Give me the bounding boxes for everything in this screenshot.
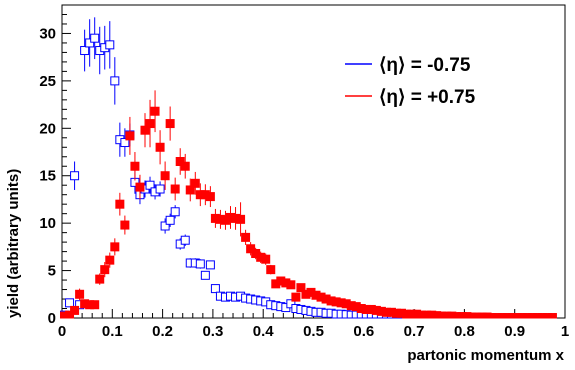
y-tick-label: 5 [48, 263, 56, 280]
data-point [105, 255, 115, 265]
x-tick-label: 0.4 [253, 323, 275, 340]
data-point [155, 184, 165, 194]
x-tick-label: 0.8 [454, 323, 475, 340]
y-tick-label: 20 [39, 120, 56, 137]
data-point [266, 265, 276, 275]
data-point [236, 214, 246, 224]
y-tick-labels: 0 5 10 15 20 25 30 [39, 25, 56, 327]
y-tick-label: 25 [39, 73, 56, 90]
data-point [70, 171, 80, 181]
data-point [200, 270, 210, 280]
x-tick-label: 0.2 [152, 323, 173, 340]
y-tick-label: 10 [39, 215, 56, 232]
data-point [205, 260, 215, 270]
data-point [286, 299, 296, 309]
x-axis-title: partonic momentum x [407, 347, 564, 364]
data-point [286, 280, 296, 290]
data-point [296, 283, 306, 293]
data-point [180, 235, 190, 245]
data-point [241, 232, 251, 242]
y-tick-label: 30 [39, 25, 56, 42]
legend: ⟨η⟩ = -0.75 ⟨η⟩ = +0.75 [345, 55, 476, 108]
data-point [170, 184, 180, 194]
x-tick-label: 0.9 [504, 323, 525, 340]
data-point [547, 313, 557, 319]
data-point [145, 119, 155, 129]
data-point [165, 215, 175, 225]
data-point [150, 106, 160, 116]
data-point [130, 161, 140, 171]
data-point [65, 298, 75, 308]
data-point [100, 265, 110, 275]
data-point [70, 305, 80, 315]
data-point [90, 300, 100, 310]
data-point [145, 180, 155, 190]
data-point [175, 157, 185, 166]
data-point [95, 274, 105, 284]
data-point [261, 254, 271, 264]
data-point [85, 38, 95, 48]
legend-label-red: ⟨η⟩ = +0.75 [379, 87, 476, 108]
data-point [110, 242, 120, 252]
x-tick-label: 0.5 [303, 323, 324, 340]
data-point [210, 284, 220, 294]
data-point [160, 221, 170, 231]
plot-frame [61, 4, 566, 319]
data-point [165, 119, 175, 129]
data-point [115, 199, 125, 209]
data-point [140, 125, 150, 135]
data-point [75, 289, 85, 299]
data-point [246, 244, 256, 254]
data-point [90, 33, 100, 43]
data-point [160, 171, 170, 181]
data-series [60, 17, 557, 319]
data-point [190, 178, 200, 188]
data-point [170, 207, 180, 217]
x-tick-label: 0.1 [102, 323, 123, 340]
data-point [291, 292, 301, 302]
axis-ticks [61, 4, 566, 319]
x-tick-label: 0.6 [353, 323, 374, 340]
y-axis-title: yield (arbitrary units) [5, 169, 22, 318]
data-point [120, 138, 130, 148]
data-point [185, 185, 195, 195]
data-point [195, 259, 205, 269]
series-eta-plus [60, 90, 557, 319]
data-point [125, 131, 135, 141]
data-point [135, 182, 145, 192]
x-tick-label: 1 [561, 323, 569, 340]
x-tick-label: 0 [58, 323, 66, 340]
data-point [105, 40, 115, 50]
data-point [155, 142, 165, 152]
data-point [180, 161, 190, 171]
data-point [205, 192, 215, 202]
legend-label-blue: ⟨η⟩ = -0.75 [379, 55, 471, 76]
y-tick-label: 0 [48, 310, 56, 327]
x-tick-label: 0.3 [202, 323, 223, 340]
x-tick-labels: 0 0.1 0.2 0.3 0.4 0.5 0.6 0.7 0.8 0.9 1 [58, 323, 569, 340]
y-tick-label: 15 [39, 168, 56, 185]
x-tick-label: 0.7 [404, 323, 425, 340]
data-point [80, 46, 90, 56]
data-point [120, 220, 130, 230]
data-point [110, 76, 120, 86]
